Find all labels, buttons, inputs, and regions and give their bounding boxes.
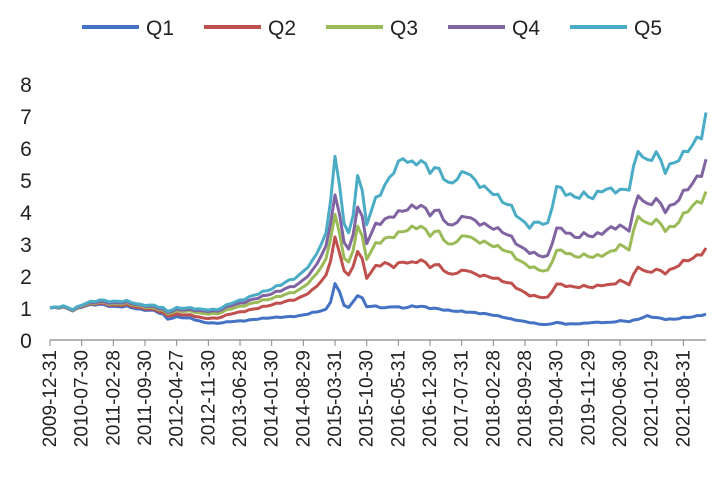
x-tick-label: 2016-05-31	[388, 350, 409, 447]
x-tick-label: 2019-11-29	[578, 350, 599, 446]
legend-label-q4: Q4	[512, 17, 540, 40]
x-tick-label: 2021-08-31	[673, 350, 694, 447]
legend-label-q3: Q3	[390, 17, 418, 40]
x-tick-label: 2015-10-30	[357, 350, 378, 447]
x-tick-label: 2012-04-27	[167, 350, 188, 447]
x-tick-label: 2013-06-28	[230, 350, 251, 447]
y-tick-label: 6	[20, 138, 32, 161]
x-tick-label: 2010-07-30	[72, 350, 93, 447]
x-tick-label: 2014-08-29	[293, 350, 314, 447]
x-tick-label: 2018-02-28	[483, 350, 504, 447]
legend-label-q5: Q5	[634, 17, 662, 40]
x-tick-label: 2016-12-30	[420, 350, 441, 447]
legend-label-q2: Q2	[268, 17, 296, 40]
x-tick-label: 2015-03-31	[325, 350, 346, 447]
x-tick-label: 2021-01-29	[642, 350, 663, 447]
x-tick-label: 2019-04-30	[547, 350, 568, 447]
legend: Q1 Q2 Q3 Q4 Q5	[82, 17, 662, 40]
y-tick-label: 5	[20, 170, 32, 193]
x-tick-label: 2020-06-30	[610, 350, 631, 447]
series-line-q4	[49, 158, 708, 314]
plot-lines	[49, 112, 708, 326]
y-axis: 0 1 2 3 4 5 6 7 8	[20, 74, 32, 353]
series-line-q5	[49, 112, 708, 313]
y-tick-label: 2	[20, 266, 32, 289]
x-tick-label: 2009-12-31	[40, 350, 61, 447]
y-tick-label: 4	[20, 202, 32, 225]
x-tick-label: 2012-11-30	[198, 350, 219, 446]
y-tick-label: 0	[20, 330, 32, 353]
x-axis: 2009-12-31 2010-07-30 2011-02-28 2011-09-30…	[40, 339, 706, 447]
y-tick-label: 1	[20, 298, 32, 321]
x-tick-label: 2017-07-31	[452, 350, 473, 447]
x-tick-label: 2011-02-28	[103, 350, 124, 446]
x-tick-label: 2014-01-30	[262, 350, 283, 447]
legend-label-q1: Q1	[146, 17, 174, 40]
y-tick-label: 7	[20, 106, 32, 129]
x-tick-label: 2011-09-30	[135, 350, 156, 446]
series-line-q3	[49, 191, 708, 316]
y-tick-label: 3	[20, 234, 32, 257]
y-tick-label: 8	[20, 74, 32, 97]
series-line-q2	[49, 235, 708, 321]
x-tick-label: 2018-09-28	[515, 350, 536, 447]
